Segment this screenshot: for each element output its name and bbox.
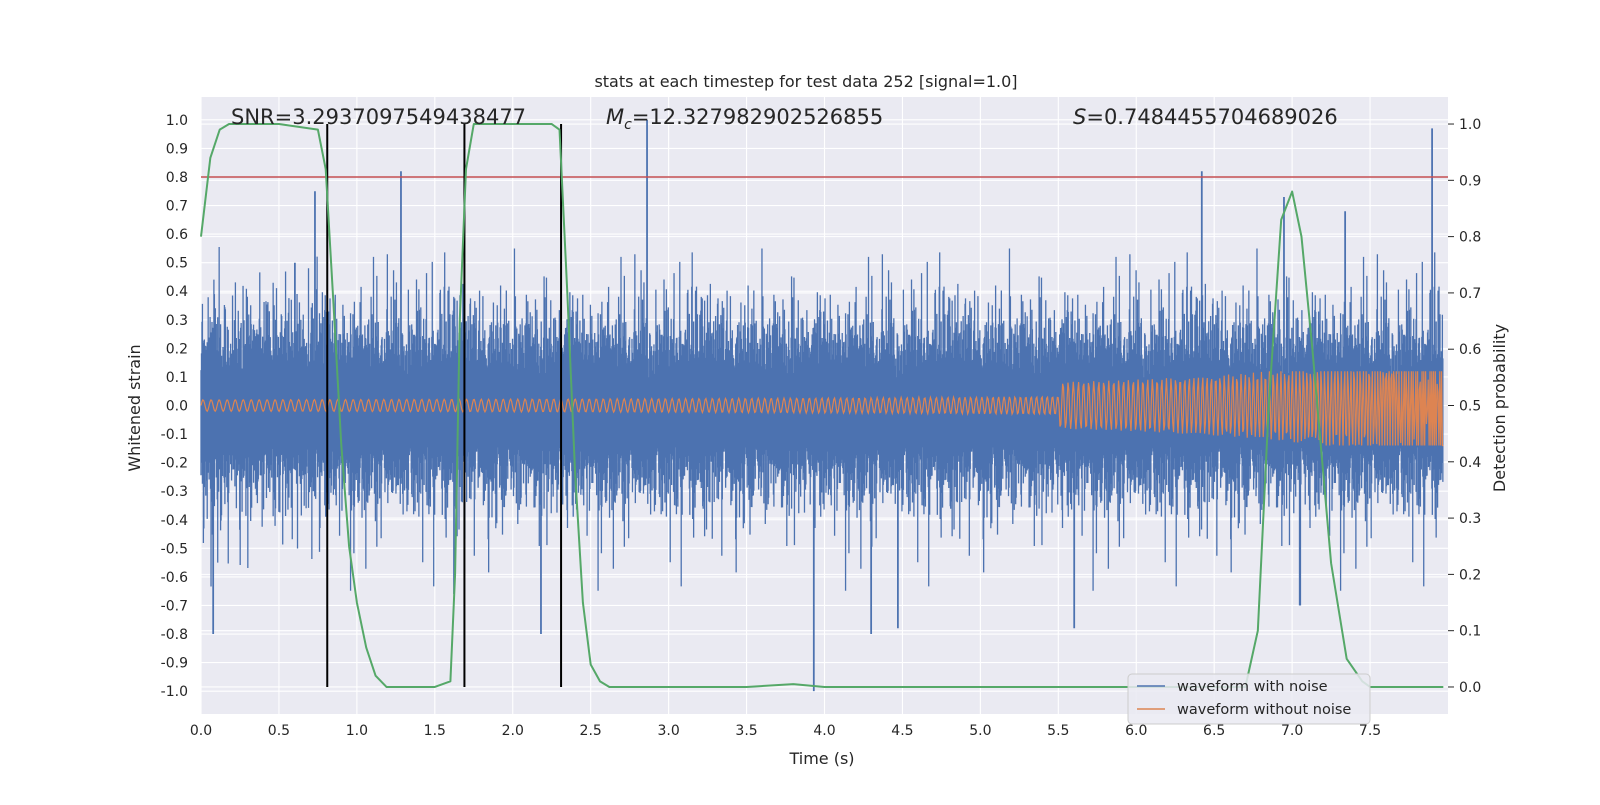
chirp-mass-annotation: Mc=12.327982902526855	[606, 105, 883, 133]
mc-value: =12.327982902526855	[632, 105, 883, 129]
score-annotation: S=0.7484455704689026	[1073, 105, 1338, 129]
y-right-tick-label: 0.0	[1459, 680, 1481, 696]
x-tick-label: 4.5	[891, 723, 913, 739]
x-axis-label: Time (s)	[788, 749, 854, 768]
x-tick-label: 2.0	[502, 723, 524, 739]
x-tick-label: 2.5	[580, 723, 602, 739]
x-tick-label: 1.0	[346, 723, 368, 739]
x-tick-label: 5.5	[1047, 723, 1069, 739]
x-tick-label: 0.0	[190, 723, 212, 739]
x-tick-label: 5.0	[969, 723, 991, 739]
y-right-tick-label: 0.2	[1459, 567, 1481, 583]
y-left-tick-label: -1.0	[161, 684, 188, 700]
y-left-tick-label: 0.8	[166, 170, 188, 186]
y-left-tick-label: 0.1	[166, 370, 188, 386]
y-right-tick-label: 0.7	[1459, 286, 1481, 302]
snr-annotation: SNR=3.2937097549438477	[231, 105, 526, 129]
y-left-tick-label: -0.4	[161, 513, 188, 529]
y-left-tick-label: 0.4	[166, 284, 188, 300]
s-value: =0.7484455704689026	[1086, 105, 1337, 129]
mc-symbol: M	[606, 105, 624, 129]
y-left-tick-label: -0.1	[161, 427, 188, 443]
y-left-tick-label: 0.9	[166, 141, 188, 157]
x-tick-label: 6.0	[1125, 723, 1147, 739]
y-right-tick-label: 0.8	[1459, 230, 1481, 246]
y-left-tick-label: 0.3	[166, 313, 188, 329]
detection-probability-line	[200, 123, 1444, 688]
y-left-tick-label: -0.7	[161, 598, 188, 614]
x-tick-label: 0.5	[268, 723, 290, 739]
y-right-tick-label: 0.5	[1459, 399, 1481, 415]
y-left-tick-label: 0.0	[166, 399, 188, 415]
y-right-tick-label: 0.1	[1459, 624, 1481, 640]
y-right-tick-label: 0.3	[1459, 511, 1481, 527]
y-right-tick-label: 1.0	[1459, 117, 1481, 133]
x-tick-label: 1.5	[424, 723, 446, 739]
x-tick-label: 7.5	[1359, 723, 1381, 739]
y-left-tick-label: 0.7	[166, 199, 188, 215]
legend: waveform with noise waveform without noi…	[1127, 673, 1371, 725]
y-right-tick-label: 0.9	[1459, 173, 1481, 189]
chart-title: stats at each timestep for test data 252…	[594, 72, 1017, 91]
legend-box	[1127, 673, 1371, 725]
y-left-tick-label: -0.3	[161, 484, 188, 500]
x-tick-label: 4.0	[813, 723, 835, 739]
detection-probability-series	[200, 123, 1444, 688]
x-tick-label: 3.0	[657, 723, 679, 739]
y-left-tick-label: -0.8	[161, 627, 188, 643]
mc-subscript: c	[624, 117, 632, 133]
y-left-tick-label: -0.2	[161, 456, 188, 472]
y-left-tick-label: -0.9	[161, 656, 188, 672]
y-left-tick-label: -0.6	[161, 570, 188, 586]
y-axis-left-label: Whitened strain	[125, 344, 144, 471]
x-tick-label: 3.5	[735, 723, 757, 739]
x-tick-label: 6.5	[1203, 723, 1225, 739]
y-left-tick-label: -0.5	[161, 541, 188, 557]
y-left-tick-label: 0.2	[166, 341, 188, 357]
axes: 0.0 0.5 1.0 1.5 2.0 2.5 3.0 3.5 4.0 4.5 5.0 5.5 6.0 6…	[161, 113, 1482, 739]
x-tick-label: 7.0	[1281, 723, 1303, 739]
waveform-without-noise-series	[200, 371, 1444, 447]
y-left-tick-label: 1.0	[166, 113, 188, 129]
y-left-tick-label: 0.6	[166, 227, 188, 243]
y-axis-right-label: Detection probability	[1490, 324, 1509, 492]
y-right-tick-label: 0.6	[1459, 342, 1481, 358]
y-right-tick-label: 0.4	[1459, 455, 1481, 471]
clean-waveform-path	[200, 371, 1444, 447]
legend-label-clean: waveform without noise	[1177, 702, 1351, 718]
y-left-tick-label: 0.5	[166, 256, 188, 272]
s-symbol: S	[1073, 105, 1086, 129]
legend-label-noisy: waveform with noise	[1177, 679, 1328, 695]
